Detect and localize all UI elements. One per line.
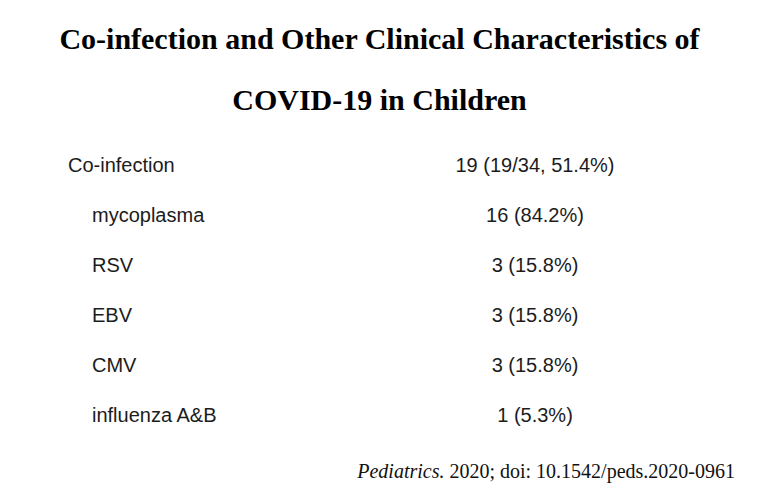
row-label: RSV <box>0 254 390 277</box>
row-value: 1 (5.3%) <box>390 404 680 427</box>
row-value: 3 (15.8%) <box>390 354 680 377</box>
table-row-cmv: CMV 3 (15.8%) <box>0 340 759 390</box>
citation-journal-name: Pediatrics. <box>357 460 444 482</box>
slide: Co-infection and Other Clinical Characte… <box>0 0 759 498</box>
coinfection-table: Co-infection 19 (19/34, 51.4%) mycoplasm… <box>0 140 759 440</box>
table-row-ebv: EBV 3 (15.8%) <box>0 290 759 340</box>
page-title: Co-infection and Other Clinical Characte… <box>0 8 759 130</box>
citation-details: 2020; doi: 10.1542/peds.2020-0961 <box>444 460 735 482</box>
row-label: Co-infection <box>0 154 390 177</box>
row-value: 3 (15.8%) <box>390 304 680 327</box>
table-row-rsv: RSV 3 (15.8%) <box>0 240 759 290</box>
source-citation: Pediatrics. 2020; doi: 10.1542/peds.2020… <box>0 460 759 483</box>
page-title-line-2: COVID-19 in Children <box>0 69 759 130</box>
row-label: EBV <box>0 304 390 327</box>
row-value: 16 (84.2%) <box>390 204 680 227</box>
page-title-line-1: Co-infection and Other Clinical Characte… <box>0 8 759 69</box>
row-label: influenza A&B <box>0 404 390 427</box>
row-label: CMV <box>0 354 390 377</box>
row-value: 19 (19/34, 51.4%) <box>390 154 680 177</box>
table-row-influenza: influenza A&B 1 (5.3%) <box>0 390 759 440</box>
table-row-coinfection: Co-infection 19 (19/34, 51.4%) <box>0 140 759 190</box>
table-row-mycoplasma: mycoplasma 16 (84.2%) <box>0 190 759 240</box>
row-value: 3 (15.8%) <box>390 254 680 277</box>
row-label: mycoplasma <box>0 204 390 227</box>
